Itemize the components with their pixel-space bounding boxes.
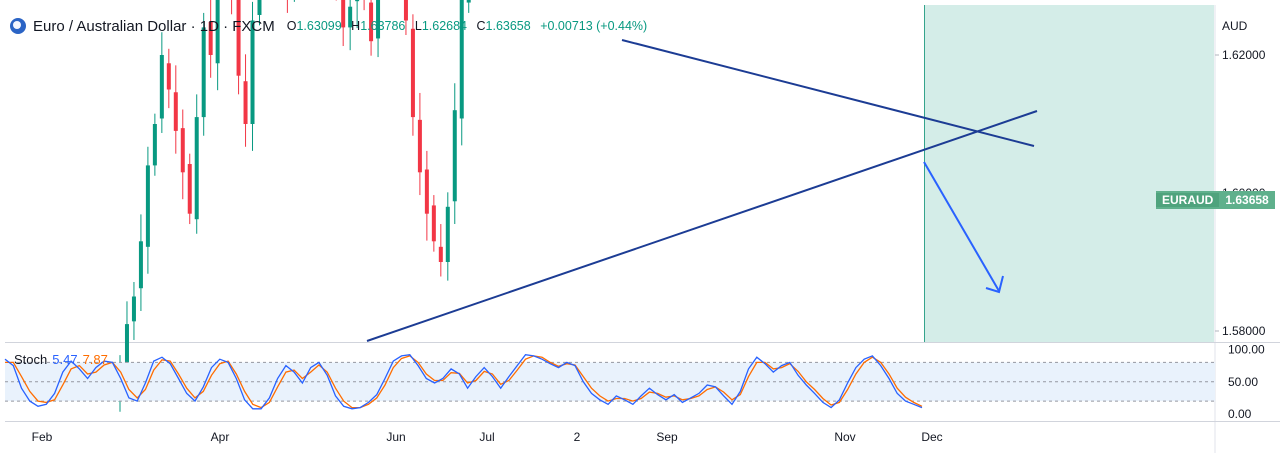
- candle-body: [131, 296, 136, 322]
- stoch-d-value: 7.87: [82, 352, 108, 367]
- candle-body: [403, 0, 408, 21]
- price-tick-label: 1.58000: [1222, 324, 1266, 338]
- candle-body: [355, 0, 360, 2]
- time-tick-label: Apr: [211, 430, 230, 444]
- last-price-symbol: EURAUD: [1156, 193, 1220, 207]
- candle-body: [208, 21, 213, 56]
- time-tick-label: Jul: [479, 430, 494, 444]
- candle-body: [236, 0, 241, 76]
- candle-body: [138, 241, 143, 289]
- stoch-legend[interactable]: Stoch 5.47 7.87: [14, 352, 108, 367]
- time-tick-label: Dec: [921, 430, 942, 444]
- candle-body: [341, 0, 346, 28]
- candle-body: [152, 124, 157, 166]
- close-value: 1.63658: [485, 19, 531, 33]
- candles: [118, 0, 471, 412]
- projection-arrow-line: [923, 161, 1000, 292]
- open-value: 1.63099: [296, 19, 342, 33]
- last-price-tag: EURAUD 1.63658: [1156, 191, 1275, 209]
- high-value: 1.63786: [360, 19, 406, 33]
- stoch-k-value: 5.47: [52, 352, 78, 367]
- candle-body: [417, 119, 422, 173]
- time-tick-label: 2: [574, 430, 581, 444]
- candle-body: [459, 0, 464, 119]
- close-label: C: [476, 19, 486, 33]
- stoch-k-line: [4, 354, 923, 410]
- time-tick-label: Nov: [834, 430, 855, 444]
- low-value: 1.62684: [421, 19, 467, 33]
- candle-body: [194, 117, 199, 220]
- high-label: H: [351, 19, 361, 33]
- change-value: +0.00713 (+0.44%): [540, 19, 648, 33]
- price-tick-label: 1.62000: [1222, 48, 1266, 62]
- open-label: O: [286, 19, 297, 33]
- candle-body: [376, 0, 381, 39]
- candle-body: [166, 63, 171, 90]
- symbol-header: Euro / Australian Dollar · 1D · FXCM O1.…: [10, 15, 653, 37]
- candle-body: [250, 20, 255, 124]
- candle-body: [466, 0, 471, 3]
- candle-body: [243, 81, 248, 124]
- candle-body: [145, 165, 150, 247]
- time-tick-label: Sep: [656, 430, 678, 444]
- stoch-tick-label: 100.00: [1228, 343, 1265, 357]
- currency-label: AUD: [1222, 19, 1248, 33]
- time-tick-label: Feb: [32, 430, 53, 444]
- candle-body: [348, 6, 353, 28]
- candle-body: [438, 246, 443, 262]
- candle-body: [431, 205, 436, 242]
- candle-body: [201, 27, 206, 118]
- candle-body: [369, 2, 374, 42]
- stoch-tick-label: 0.00: [1228, 407, 1252, 421]
- candle-body: [180, 128, 185, 173]
- candle-body: [124, 324, 129, 369]
- currency-flag-icon: [10, 18, 26, 34]
- candle-body: [410, 28, 415, 118]
- low-label: L: [414, 19, 422, 33]
- descending-trend-line: [621, 39, 1035, 147]
- candle-body: [257, 0, 262, 15]
- time-tick-label: Jun: [386, 430, 405, 444]
- candle-body: [445, 206, 450, 262]
- candle-body: [159, 55, 164, 119]
- candle-body: [424, 169, 429, 214]
- stoch-tick-label: 50.00: [1228, 375, 1258, 389]
- target-zone: [924, 5, 1214, 342]
- projection-arrow-icon: [985, 275, 1004, 294]
- stoch-name: Stoch: [14, 352, 48, 367]
- symbol-title: Euro / Australian Dollar · 1D · FXCM: [33, 17, 275, 35]
- candle-body: [173, 92, 178, 131]
- candle-body: [452, 110, 457, 202]
- last-price-value: 1.63658: [1225, 193, 1269, 207]
- candle-body: [187, 164, 192, 214]
- ascending-support-line: [366, 110, 1038, 342]
- stoch-d-line: [5, 355, 923, 409]
- candle-body: [215, 0, 220, 64]
